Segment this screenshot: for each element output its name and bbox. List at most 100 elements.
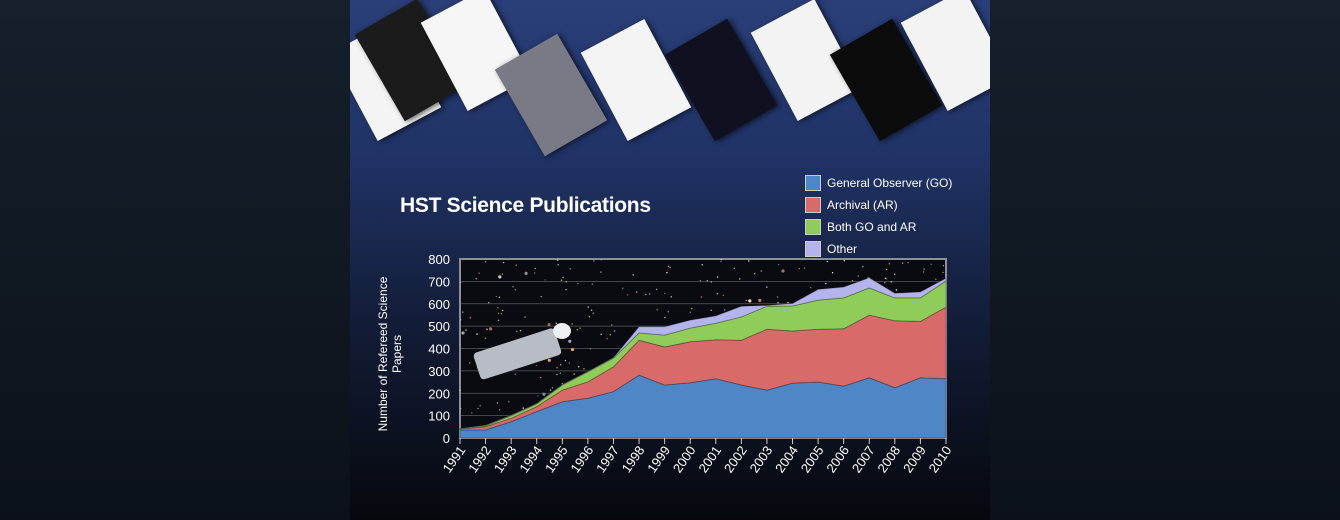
star bbox=[600, 259, 602, 261]
star bbox=[716, 276, 719, 278]
star bbox=[700, 296, 703, 298]
star bbox=[498, 409, 501, 411]
star bbox=[577, 282, 579, 285]
star bbox=[862, 265, 864, 268]
area-other bbox=[459, 277, 947, 430]
legend: General Observer (GO) Archival (AR) Both… bbox=[805, 172, 952, 260]
star bbox=[739, 278, 741, 280]
x-tick-label: 2005 bbox=[798, 443, 827, 475]
x-tick-label: 1992 bbox=[465, 443, 494, 475]
x-tick-label: 1995 bbox=[542, 443, 571, 475]
star bbox=[486, 328, 488, 331]
star bbox=[495, 295, 498, 298]
star bbox=[803, 267, 806, 269]
star bbox=[561, 382, 563, 385]
legend-item-ar: Archival (AR) bbox=[805, 194, 952, 216]
star bbox=[606, 338, 608, 340]
star bbox=[512, 286, 514, 288]
y-tick-label: 100 bbox=[428, 409, 450, 424]
star bbox=[935, 278, 937, 280]
star bbox=[524, 316, 526, 318]
star bbox=[611, 324, 613, 326]
star bbox=[556, 367, 558, 369]
star bbox=[670, 296, 672, 298]
star bbox=[583, 368, 585, 370]
star bbox=[560, 364, 562, 366]
x-tick-label: 2006 bbox=[823, 443, 852, 475]
star bbox=[720, 260, 722, 263]
x-tick-label: 1993 bbox=[491, 443, 520, 475]
star bbox=[825, 282, 827, 285]
star bbox=[843, 260, 846, 262]
star bbox=[766, 286, 768, 288]
star bbox=[459, 281, 462, 284]
star bbox=[519, 330, 522, 332]
right-backdrop bbox=[990, 0, 1340, 520]
star bbox=[885, 268, 888, 271]
star bbox=[888, 263, 891, 265]
star bbox=[462, 311, 464, 313]
x-tick-label: 1997 bbox=[593, 443, 622, 475]
star bbox=[942, 271, 944, 274]
star bbox=[591, 283, 593, 285]
star bbox=[559, 372, 561, 374]
star bbox=[587, 306, 589, 308]
legend-item-other: Other bbox=[805, 238, 952, 260]
infographic-panel: HST Science Publications General Observe… bbox=[350, 0, 990, 520]
y-tick-label: 0 bbox=[443, 431, 450, 446]
star bbox=[549, 389, 552, 391]
star bbox=[477, 407, 479, 410]
star bbox=[498, 296, 501, 299]
star bbox=[564, 359, 567, 362]
star bbox=[544, 279, 546, 281]
star bbox=[547, 323, 551, 327]
x-tick-label: 2008 bbox=[874, 443, 903, 475]
star bbox=[667, 311, 669, 313]
star bbox=[884, 282, 886, 284]
star bbox=[469, 317, 471, 319]
star bbox=[635, 291, 638, 293]
x-tick-label: 2001 bbox=[695, 443, 724, 475]
x-tick-label: 2003 bbox=[747, 443, 776, 475]
star bbox=[600, 271, 602, 273]
star bbox=[484, 260, 487, 263]
star bbox=[798, 267, 800, 270]
star bbox=[551, 387, 554, 389]
star bbox=[632, 274, 634, 276]
star bbox=[664, 316, 666, 319]
star bbox=[497, 307, 499, 309]
x-tick-label: 1996 bbox=[567, 443, 596, 475]
star bbox=[710, 309, 712, 311]
star bbox=[907, 262, 909, 264]
star bbox=[787, 301, 789, 304]
star bbox=[489, 327, 493, 331]
star bbox=[593, 260, 595, 262]
y-tick-label: 400 bbox=[428, 342, 450, 357]
legend-swatch bbox=[805, 219, 821, 235]
x-tick-label: 1998 bbox=[619, 443, 648, 475]
star bbox=[478, 272, 480, 274]
star bbox=[502, 309, 504, 312]
star bbox=[547, 358, 551, 362]
x-tick-label: 2002 bbox=[721, 443, 750, 475]
star bbox=[857, 275, 859, 277]
star bbox=[557, 264, 559, 266]
hubble-aperture-icon bbox=[553, 323, 571, 339]
legend-swatch bbox=[805, 175, 821, 191]
star bbox=[533, 272, 536, 274]
y-tick-label: 700 bbox=[428, 274, 450, 289]
star bbox=[568, 339, 572, 343]
star bbox=[622, 287, 624, 290]
star bbox=[479, 405, 481, 407]
star bbox=[592, 312, 594, 315]
legend-label: Archival (AR) bbox=[827, 198, 898, 212]
star bbox=[460, 407, 462, 410]
star bbox=[497, 319, 500, 322]
star bbox=[922, 271, 925, 273]
star bbox=[469, 362, 471, 364]
star bbox=[535, 364, 538, 367]
star bbox=[588, 316, 591, 318]
star bbox=[923, 268, 925, 270]
star bbox=[748, 299, 752, 303]
star bbox=[537, 395, 539, 397]
